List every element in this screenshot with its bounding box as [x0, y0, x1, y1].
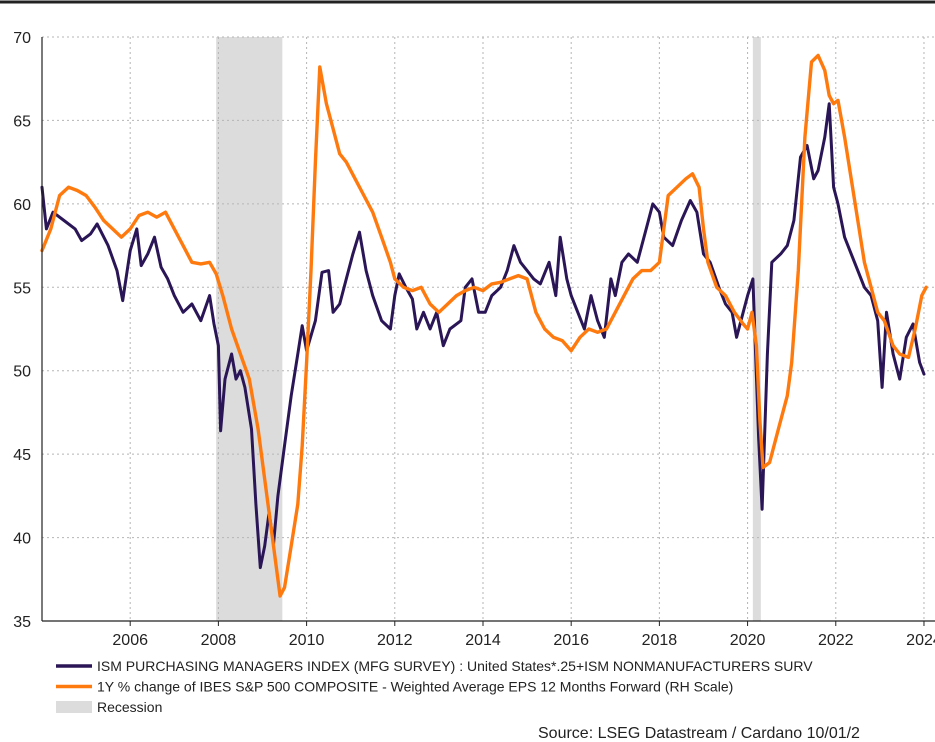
- y-tick-label-3: 50: [13, 364, 31, 381]
- legend-label-1: 1Y % change of IBES S&P 500 COMPOSITE - …: [97, 679, 733, 695]
- recession-band-1: [752, 37, 761, 621]
- x-tick-label-2: 2010: [289, 632, 325, 649]
- legend-label-0: ISM PURCHASING MANAGERS INDEX (MFG SURVE…: [97, 658, 813, 674]
- y-tick-label-7: 70: [13, 30, 31, 47]
- legend-label-2: Recession: [97, 699, 162, 715]
- x-tick-label-3: 2012: [377, 632, 413, 649]
- x-tick-label-0: 2006: [112, 632, 148, 649]
- series-lines: [40, 53, 928, 598]
- x-tick-label-9: 2024: [906, 632, 935, 649]
- y-tick-label-6: 65: [13, 113, 31, 130]
- axes: [41, 37, 935, 626]
- x-tick-label-8: 2022: [818, 632, 854, 649]
- legend-swatch-2: [56, 701, 92, 713]
- y-tick-label-2: 45: [13, 447, 31, 464]
- y-tick-label-5: 60: [13, 197, 31, 214]
- y-tick-label-1: 40: [13, 531, 31, 548]
- x-tick-label-7: 2020: [730, 632, 766, 649]
- x-tick-labels: 2006 2008 2010 2012 2014 2016 2018 2020 2022 2024: [112, 632, 935, 649]
- x-tick-label-4: 2014: [465, 632, 501, 649]
- series-line-0: [40, 102, 926, 570]
- y-tick-labels: 35 40 45 50 55 60 65 70: [13, 30, 31, 631]
- y-tick-label-4: 55: [13, 280, 31, 297]
- series-line-1: [40, 53, 928, 598]
- x-tick-label-6: 2018: [642, 632, 678, 649]
- x-tick-label-5: 2016: [553, 632, 589, 649]
- gridlines: [42, 36, 935, 622]
- legend: ISM PURCHASING MANAGERS INDEX (MFG SURVE…: [56, 658, 813, 715]
- y-tick-label-0: 35: [13, 614, 31, 631]
- source-note: Source: LSEG Datastream / Cardano 10/01/…: [538, 725, 860, 742]
- x-tick-label-1: 2008: [201, 632, 237, 649]
